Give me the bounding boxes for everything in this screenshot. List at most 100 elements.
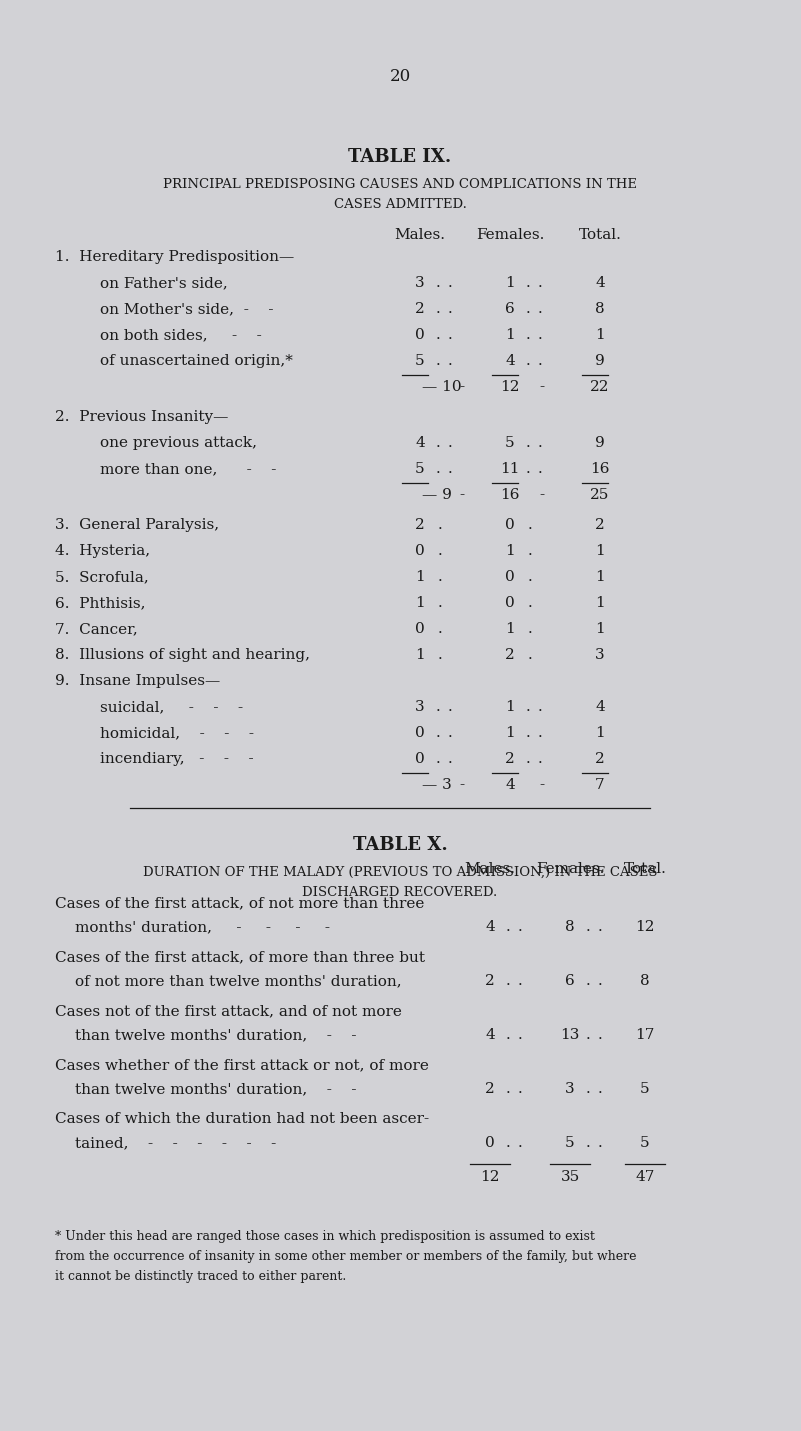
- Text: 1: 1: [415, 595, 425, 610]
- Text: Cases whether of the first attack or not, of more: Cases whether of the first attack or not…: [55, 1058, 429, 1072]
- Text: 4.  Hysteria,: 4. Hysteria,: [55, 544, 150, 558]
- Text: .: .: [528, 518, 533, 532]
- Text: 3: 3: [595, 648, 605, 663]
- Text: 4: 4: [505, 778, 515, 791]
- Text: of unascertained origin,*: of unascertained origin,*: [100, 353, 293, 368]
- Text: Males.: Males.: [465, 861, 516, 876]
- Text: 4: 4: [595, 700, 605, 714]
- Text: on Mother's side,  -    -: on Mother's side, - -: [100, 302, 273, 316]
- Text: 1.  Hereditary Predisposition—: 1. Hereditary Predisposition—: [55, 250, 294, 263]
- Text: 5: 5: [505, 436, 515, 449]
- Text: 0: 0: [415, 622, 425, 635]
- Text: .: .: [437, 648, 442, 663]
- Text: 9: 9: [595, 353, 605, 368]
- Text: .: .: [436, 276, 441, 290]
- Text: .: .: [525, 462, 530, 477]
- Text: .: .: [436, 700, 441, 714]
- Text: .: .: [436, 753, 441, 766]
- Text: .: .: [598, 1082, 602, 1096]
- Text: 20: 20: [389, 69, 411, 84]
- Text: .: .: [505, 1027, 510, 1042]
- Text: DURATION OF THE MALADY (PREVIOUS TO ADMISSION,) IN THE CASES: DURATION OF THE MALADY (PREVIOUS TO ADMI…: [143, 866, 658, 879]
- Text: 13: 13: [561, 1027, 580, 1042]
- Text: .: .: [448, 328, 453, 342]
- Text: .: .: [517, 920, 522, 934]
- Text: than twelve months' duration,    -    -: than twelve months' duration, - -: [75, 1027, 356, 1042]
- Text: .: .: [598, 1136, 602, 1151]
- Text: .: .: [525, 700, 530, 714]
- Text: 0: 0: [415, 328, 425, 342]
- Text: .: .: [505, 1082, 510, 1096]
- Text: 5: 5: [640, 1082, 650, 1096]
- Text: 1: 1: [505, 328, 515, 342]
- Text: 3: 3: [415, 276, 425, 290]
- Text: — 10: — 10: [422, 381, 461, 394]
- Text: -: -: [539, 381, 545, 394]
- Text: * Under this head are ranged those cases in which predisposition is assumed to e: * Under this head are ranged those cases…: [55, 1231, 595, 1244]
- Text: .: .: [436, 726, 441, 740]
- Text: one previous attack,: one previous attack,: [100, 436, 257, 449]
- Text: 5: 5: [415, 353, 425, 368]
- Text: .: .: [537, 328, 542, 342]
- Text: .: .: [525, 302, 530, 316]
- Text: Total.: Total.: [578, 228, 622, 242]
- Text: .: .: [528, 570, 533, 584]
- Text: .: .: [517, 1027, 522, 1042]
- Text: .: .: [528, 622, 533, 635]
- Text: Females.: Females.: [476, 228, 544, 242]
- Text: .: .: [528, 595, 533, 610]
- Text: — 3: — 3: [422, 778, 452, 791]
- Text: .: .: [586, 1082, 590, 1096]
- Text: .: .: [525, 726, 530, 740]
- Text: 1: 1: [505, 622, 515, 635]
- Text: 6.  Phthisis,: 6. Phthisis,: [55, 595, 146, 610]
- Text: 9.  Insane Impulses—: 9. Insane Impulses—: [55, 674, 220, 688]
- Text: 12: 12: [481, 1171, 500, 1183]
- Text: .: .: [525, 753, 530, 766]
- Text: Females.: Females.: [536, 861, 604, 876]
- Text: 8.  Illusions of sight and hearing,: 8. Illusions of sight and hearing,: [55, 648, 310, 663]
- Text: 1: 1: [595, 622, 605, 635]
- Text: .: .: [528, 544, 533, 558]
- Text: 7: 7: [595, 778, 605, 791]
- Text: .: .: [598, 920, 602, 934]
- Text: 0: 0: [505, 518, 515, 532]
- Text: 4: 4: [485, 920, 495, 934]
- Text: .: .: [437, 518, 442, 532]
- Text: .: .: [586, 1027, 590, 1042]
- Text: 1: 1: [505, 700, 515, 714]
- Text: 0: 0: [505, 570, 515, 584]
- Text: .: .: [448, 353, 453, 368]
- Text: 9: 9: [595, 436, 605, 449]
- Text: .: .: [448, 700, 453, 714]
- Text: .: .: [586, 920, 590, 934]
- Text: .: .: [448, 276, 453, 290]
- Text: .: .: [525, 436, 530, 449]
- Text: 5: 5: [566, 1136, 575, 1151]
- Text: 7.  Cancer,: 7. Cancer,: [55, 622, 138, 635]
- Text: .: .: [525, 328, 530, 342]
- Text: 1: 1: [595, 595, 605, 610]
- Text: 22: 22: [590, 381, 610, 394]
- Text: .: .: [436, 302, 441, 316]
- Text: 25: 25: [590, 488, 610, 502]
- Text: Total.: Total.: [623, 861, 666, 876]
- Text: 2: 2: [485, 1082, 495, 1096]
- Text: .: .: [525, 276, 530, 290]
- Text: .: .: [537, 353, 542, 368]
- Text: tained,    -    -    -    -    -    -: tained, - - - - - -: [75, 1136, 276, 1151]
- Text: .: .: [517, 975, 522, 987]
- Text: months' duration,     -     -     -     -: months' duration, - - - -: [75, 920, 330, 934]
- Text: .: .: [517, 1082, 522, 1096]
- Text: 16: 16: [590, 462, 610, 477]
- Text: .: .: [437, 622, 442, 635]
- Text: -: -: [460, 778, 465, 791]
- Text: 4: 4: [595, 276, 605, 290]
- Text: 2: 2: [485, 975, 495, 987]
- Text: Cases not of the first attack, and of not more: Cases not of the first attack, and of no…: [55, 1005, 402, 1017]
- Text: it cannot be distinctly traced to either parent.: it cannot be distinctly traced to either…: [55, 1269, 346, 1284]
- Text: .: .: [436, 328, 441, 342]
- Text: 5.  Scrofula,: 5. Scrofula,: [55, 570, 149, 584]
- Text: on Father's side,: on Father's side,: [100, 276, 227, 290]
- Text: .: .: [448, 436, 453, 449]
